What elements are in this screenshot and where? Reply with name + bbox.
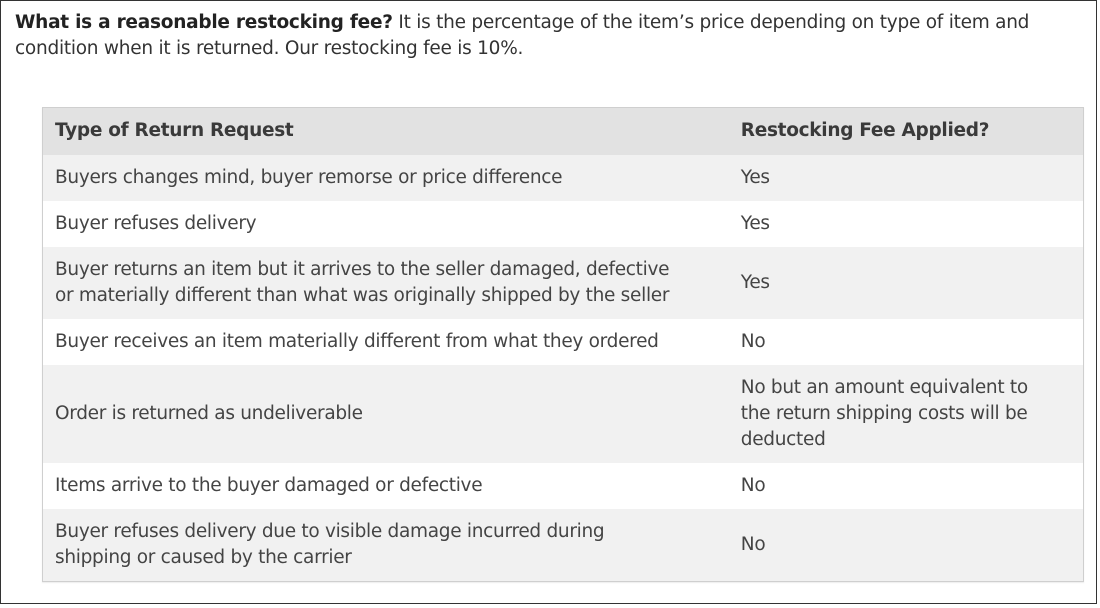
intro-answer: It is the percentage of the item’s price… — [15, 12, 1030, 59]
cell-return-type: Items arrive to the buyer damaged or def… — [42, 462, 729, 509]
table-row: Buyers changes mind, buyer remorse or pr… — [42, 154, 1084, 201]
cell-fee-applied: No — [728, 318, 1084, 365]
table-row: Buyer refuses delivery Yes — [42, 200, 1084, 247]
table-row: Buyer refuses delivery due to visible da… — [42, 508, 1084, 581]
cell-fee-applied: No — [728, 462, 1084, 509]
intro-question: What is a reasonable restocking fee? — [15, 12, 393, 33]
table-row: Order is returned as undeliverable No bu… — [42, 364, 1084, 463]
table-header-row: Type of Return Request Restocking Fee Ap… — [42, 107, 1084, 155]
intro-paragraph: What is a reasonable restocking fee? It … — [15, 10, 1085, 62]
cell-return-type: Buyers changes mind, buyer remorse or pr… — [42, 154, 729, 201]
cell-return-type: Buyer refuses delivery — [42, 200, 729, 247]
cell-fee-applied: Yes — [728, 246, 1084, 319]
restocking-fee-table: Type of Return Request Restocking Fee Ap… — [42, 107, 1084, 582]
cell-fee-applied: No — [728, 508, 1084, 581]
table-row: Items arrive to the buyer damaged or def… — [42, 462, 1084, 509]
cell-return-type: Buyer receives an item materially differ… — [42, 318, 729, 365]
column-header-type: Type of Return Request — [42, 107, 729, 155]
table-row: Buyer returns an item but it arrives to … — [42, 246, 1084, 319]
cell-return-type: Order is returned as undeliverable — [42, 364, 729, 463]
cell-return-type: Buyer returns an item but it arrives to … — [42, 246, 729, 319]
cell-return-type: Buyer refuses delivery due to visible da… — [42, 508, 729, 581]
cell-fee-applied: No but an amount equivalent to the retur… — [728, 364, 1084, 463]
table-row: Buyer receives an item materially differ… — [42, 318, 1084, 365]
cell-fee-applied: Yes — [728, 154, 1084, 201]
column-header-fee: Restocking Fee Applied? — [728, 107, 1084, 155]
cell-fee-applied: Yes — [728, 200, 1084, 247]
